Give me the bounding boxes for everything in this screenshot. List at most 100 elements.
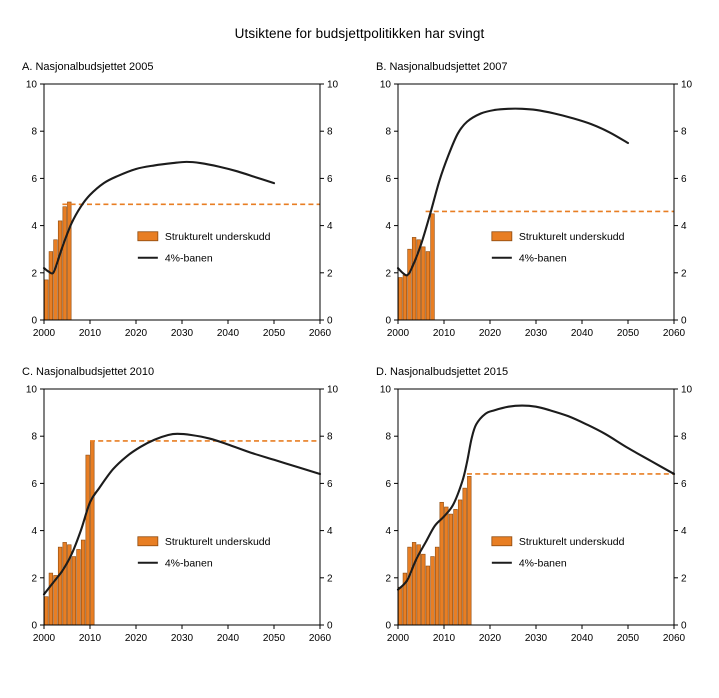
y-tick-label-right: 2 bbox=[681, 573, 687, 584]
bar bbox=[53, 239, 58, 321]
x-tick-label: 2040 bbox=[217, 328, 240, 339]
panels-grid: A. Nasjonalbudsjettet 2005 0 0 2 2 4 4 6 6 8 8 10 1… bbox=[0, 41, 719, 651]
y-tick-label-right: 4 bbox=[327, 526, 333, 537]
x-tick-label: 2010 bbox=[433, 328, 456, 339]
x-tick-label: 2020 bbox=[125, 328, 148, 339]
x-tick-label: 2030 bbox=[525, 328, 548, 339]
bar bbox=[48, 251, 54, 321]
y-tick-label-left: 0 bbox=[385, 316, 391, 327]
y-tick-label-right: 6 bbox=[681, 479, 687, 490]
panel-b: B. Nasjonalbudsjettet 2007 0 0 2 2 4 4 6 6 8 8 10 1… bbox=[370, 61, 702, 346]
bar bbox=[62, 206, 67, 321]
x-tick-label: 2010 bbox=[433, 633, 456, 644]
panel-a-label: A. Nasjonalbudsjettet 2005 bbox=[22, 61, 154, 73]
plot-frame bbox=[397, 83, 675, 321]
x-tick-label: 2060 bbox=[309, 633, 332, 644]
x-tick-label: 2040 bbox=[217, 633, 240, 644]
panel-a: A. Nasjonalbudsjettet 2005 0 0 2 2 4 4 6 6 8 8 10 1… bbox=[16, 61, 348, 346]
bar bbox=[76, 549, 81, 626]
panel-d: D. Nasjonalbudsjettet 2015 0 0 2 2 4 4 6 6 8 8 10 1… bbox=[370, 366, 702, 651]
legend-bar-label: Strukturelt underskudd bbox=[519, 536, 625, 548]
bar bbox=[467, 476, 472, 626]
line-4pct-banen bbox=[42, 160, 276, 275]
plot-frame bbox=[43, 388, 321, 626]
x-tick-label: 2030 bbox=[171, 328, 194, 339]
bar bbox=[462, 487, 467, 626]
y-tick-label-left: 0 bbox=[31, 316, 37, 327]
x-tick-label: 2000 bbox=[387, 328, 410, 339]
legend-bar-swatch bbox=[137, 231, 159, 242]
y-tick-label-left: 0 bbox=[385, 621, 391, 632]
line-4pct-banen bbox=[396, 107, 630, 277]
bar bbox=[430, 213, 435, 321]
y-tick-label-left: 4 bbox=[385, 526, 391, 537]
x-tick-label: 2000 bbox=[33, 328, 56, 339]
bar bbox=[411, 542, 417, 626]
x-tick-label: 2030 bbox=[171, 633, 194, 644]
legend-bar-label: Strukturelt underskudd bbox=[165, 536, 271, 548]
axes: 0 0 2 2 4 4 6 6 8 8 10 10 2000 2010 2020 2030 2040 2050 20… bbox=[26, 385, 339, 645]
legend-bar-label: Strukturelt underskudd bbox=[165, 231, 271, 243]
x-tick-label: 2050 bbox=[617, 328, 640, 339]
bar bbox=[434, 546, 440, 626]
y-tick-label-left: 2 bbox=[31, 268, 37, 279]
bar bbox=[457, 499, 463, 626]
bars-strukturelt-underskudd bbox=[44, 440, 95, 626]
axes: 0 0 2 2 4 4 6 6 8 8 10 10 2000 2010 2020 2030 2040 2050 20… bbox=[380, 80, 693, 340]
axes: 0 0 2 2 4 4 6 6 8 8 10 10 2000 2010 2020 2030 2040 2050 20… bbox=[380, 385, 693, 645]
panel-c-label: C. Nasjonalbudsjettet 2010 bbox=[22, 366, 155, 378]
x-tick-label: 2060 bbox=[663, 328, 686, 339]
x-tick-label: 2020 bbox=[479, 633, 502, 644]
x-tick-label: 2000 bbox=[33, 633, 56, 644]
bar bbox=[71, 556, 77, 626]
figure-title: Utsiktene for budsjettpolitikken har svi… bbox=[234, 26, 485, 41]
x-tick-label: 2050 bbox=[263, 633, 286, 644]
x-tick-label: 2050 bbox=[263, 328, 286, 339]
x-tick-label: 2050 bbox=[617, 633, 640, 644]
panel-d-label: D. Nasjonalbudsjettet 2015 bbox=[376, 366, 509, 378]
y-tick-label-right: 8 bbox=[327, 127, 333, 138]
y-tick-label-right: 6 bbox=[327, 479, 333, 490]
y-tick-label-right: 4 bbox=[681, 221, 687, 232]
y-tick-label-right: 10 bbox=[327, 385, 339, 396]
axes: 0 0 2 2 4 4 6 6 8 8 10 10 2000 2010 2020 2030 2040 2050 20… bbox=[26, 80, 339, 340]
bars-strukturelt-underskudd bbox=[398, 213, 435, 321]
bar bbox=[430, 556, 435, 626]
x-tick-label: 2010 bbox=[79, 633, 102, 644]
bar bbox=[421, 553, 426, 626]
y-tick-label-left: 8 bbox=[31, 127, 37, 138]
y-tick-label-left: 6 bbox=[385, 174, 391, 185]
y-tick-label-right: 8 bbox=[681, 432, 687, 443]
legend: Strukturelt underskudd 4%-banen bbox=[137, 536, 271, 569]
y-tick-label-right: 2 bbox=[327, 268, 333, 279]
y-tick-label-left: 6 bbox=[385, 479, 391, 490]
x-tick-label: 2010 bbox=[79, 328, 102, 339]
legend: Strukturelt underskudd 4%-banen bbox=[491, 231, 625, 264]
y-tick-label-left: 0 bbox=[31, 621, 37, 632]
bars-strukturelt-underskudd bbox=[398, 476, 472, 626]
x-tick-label: 2060 bbox=[309, 328, 332, 339]
bar bbox=[421, 246, 426, 321]
y-tick-label-left: 6 bbox=[31, 479, 37, 490]
bar bbox=[411, 237, 417, 321]
y-tick-label-right: 2 bbox=[327, 573, 333, 584]
x-tick-label: 2000 bbox=[387, 633, 410, 644]
y-tick-label-right: 2 bbox=[681, 268, 687, 279]
bar bbox=[425, 565, 431, 626]
y-tick-label-left: 2 bbox=[31, 573, 37, 584]
y-tick-label-right: 10 bbox=[681, 385, 693, 396]
legend-line-label: 4%-banen bbox=[165, 252, 213, 264]
y-tick-label-right: 6 bbox=[681, 174, 687, 185]
y-tick-label-right: 0 bbox=[327, 316, 333, 327]
y-tick-label-left: 2 bbox=[385, 573, 391, 584]
legend-line-label: 4%-banen bbox=[519, 557, 567, 569]
y-tick-label-left: 8 bbox=[385, 432, 391, 443]
bar bbox=[90, 440, 95, 626]
y-tick-label-right: 10 bbox=[327, 80, 339, 91]
y-tick-label-right: 6 bbox=[327, 174, 333, 185]
y-tick-label-right: 8 bbox=[327, 432, 333, 443]
y-tick-label-right: 0 bbox=[681, 621, 687, 632]
x-tick-label: 2040 bbox=[571, 633, 594, 644]
panel-b-chart: 0 0 2 2 4 4 6 6 8 8 10 10 2000 2010 2020 2030 2040 2050 20… bbox=[380, 80, 693, 340]
